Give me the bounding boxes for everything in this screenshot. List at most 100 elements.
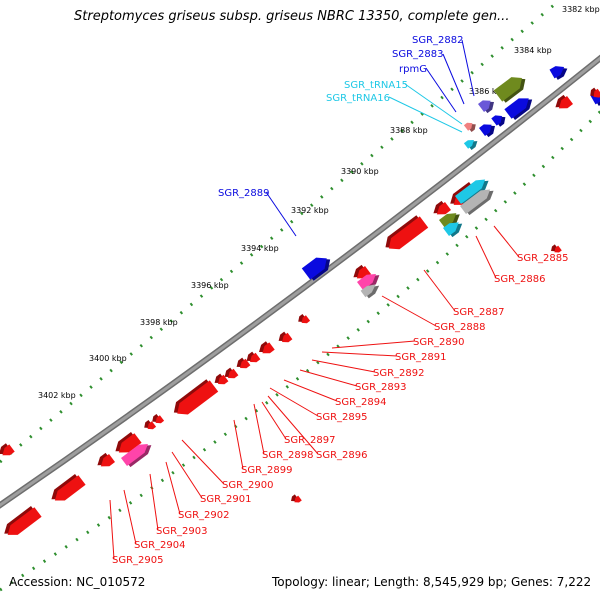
gene-label: SGR_2898 bbox=[262, 450, 314, 461]
tick-label: 3390 kbp bbox=[341, 167, 379, 176]
tick-label: 3388 kbp bbox=[390, 126, 428, 135]
gene-pink-2[interactable] bbox=[120, 439, 154, 469]
gene-label: SGR_2889 bbox=[218, 188, 270, 199]
gene-upper-blue-1-body bbox=[549, 66, 565, 79]
gene-red-23-body bbox=[2, 444, 15, 456]
gene-red-11[interactable] bbox=[234, 356, 251, 372]
gene-trna-2-body bbox=[463, 139, 474, 149]
gene-label: SGR_2904 bbox=[134, 540, 186, 551]
gene-pink-1[interactable] bbox=[356, 269, 382, 293]
gene-red-1-body bbox=[558, 96, 574, 109]
gene-sgr2889-body bbox=[301, 257, 327, 280]
gene-red-1[interactable] bbox=[552, 94, 574, 114]
label-leader-line bbox=[388, 96, 463, 133]
label-leader-line bbox=[165, 461, 181, 515]
gene-red-22-body bbox=[554, 245, 562, 253]
gene-grey-1[interactable] bbox=[459, 184, 497, 216]
gene-red-4[interactable] bbox=[430, 200, 452, 220]
inner-ring bbox=[0, 109, 600, 592]
gene-red-8-body bbox=[282, 332, 293, 343]
gene-label: SGR_2887 bbox=[453, 307, 505, 318]
gene-grey-2[interactable] bbox=[360, 280, 382, 300]
gene-label: SGR_2901 bbox=[200, 494, 252, 505]
gene-label: SGR_tRNA15 bbox=[344, 80, 408, 91]
gene-label: SGR_2893 bbox=[355, 382, 407, 393]
label-leader-line bbox=[265, 191, 297, 237]
gene-red-23[interactable] bbox=[0, 442, 15, 460]
label-leader-line bbox=[269, 387, 319, 417]
gene-red-22[interactable] bbox=[549, 243, 562, 256]
genome-backbone-highlight bbox=[0, 56, 600, 507]
gene-red-18-body bbox=[100, 454, 116, 467]
gene-label: SGR_2903 bbox=[156, 526, 208, 537]
gene-cyan-1-body bbox=[454, 179, 486, 204]
gene-red-11-body bbox=[240, 358, 251, 369]
gene-red-7[interactable] bbox=[296, 313, 311, 327]
gene-upper-purple[interactable] bbox=[477, 96, 497, 115]
gene-label: SGR_2888 bbox=[434, 322, 486, 333]
gene-red-19[interactable] bbox=[48, 473, 86, 507]
label-leader-line bbox=[423, 269, 456, 312]
tick-label: 3392 kbp bbox=[291, 206, 329, 215]
tick-label: 3382 kbp bbox=[562, 5, 600, 14]
gene-cyan-1[interactable] bbox=[454, 174, 492, 206]
gene-upper-blue-5[interactable] bbox=[491, 111, 508, 128]
accession-text: Accession: NC_010572 bbox=[9, 575, 146, 589]
gene-cyan-2[interactable] bbox=[442, 217, 465, 238]
label-leader-line bbox=[171, 451, 203, 499]
gene-label: SGR_2900 bbox=[222, 480, 274, 491]
gene-red-14[interactable] bbox=[170, 378, 219, 420]
label-leader-line bbox=[425, 67, 457, 113]
gene-red-20[interactable] bbox=[1, 505, 42, 541]
gene-grey-2-body bbox=[360, 284, 376, 298]
gene-grey-1-body bbox=[459, 189, 491, 214]
gene-label: rpmG bbox=[399, 64, 427, 75]
gene-label: SGR_2896 bbox=[316, 450, 368, 461]
gene-upper-blue-3[interactable] bbox=[504, 92, 535, 121]
gene-red-16[interactable] bbox=[142, 419, 157, 433]
gene-label: SGR_2890 bbox=[413, 337, 465, 348]
gene-red-18[interactable] bbox=[94, 452, 116, 472]
gene-trna-2[interactable] bbox=[463, 136, 480, 151]
gene-label: SGR_2899 bbox=[241, 465, 293, 476]
gene-red-9[interactable] bbox=[256, 340, 275, 358]
gene-upper-blue-3-body bbox=[504, 98, 529, 119]
gene-red-12-body bbox=[228, 368, 239, 379]
gene-upper-olive[interactable] bbox=[493, 71, 530, 104]
label-leader-line bbox=[109, 499, 115, 560]
gene-label: SGR_2891 bbox=[395, 352, 447, 363]
gene-trna-1[interactable] bbox=[463, 119, 478, 133]
label-leader-line bbox=[267, 395, 319, 455]
tick-label: 3396 kbp bbox=[191, 281, 229, 290]
tick-label: 3400 kbp bbox=[89, 354, 127, 363]
gene-trna-1-body bbox=[463, 122, 473, 131]
label-leader-line bbox=[475, 235, 497, 279]
gene-red-8[interactable] bbox=[276, 330, 293, 346]
gene-red-2[interactable] bbox=[588, 86, 600, 101]
gene-red-13[interactable] bbox=[212, 372, 229, 388]
gene-red-12[interactable] bbox=[222, 366, 239, 382]
gene-red-16-body bbox=[147, 421, 157, 430]
gene-label: SGR_tRNA16 bbox=[326, 93, 390, 104]
gene-red-5-body bbox=[388, 216, 429, 250]
label-leader-line bbox=[181, 439, 225, 485]
gene-red-10[interactable] bbox=[244, 350, 261, 366]
gene-label: SGR_2905 bbox=[112, 555, 164, 566]
label-leader-line bbox=[404, 83, 463, 125]
gene-red-17[interactable] bbox=[112, 431, 142, 459]
label-leader-line bbox=[149, 473, 159, 531]
gene-label: SGR_2902 bbox=[178, 510, 230, 521]
gene-red-21[interactable] bbox=[289, 493, 302, 506]
gene-red-5[interactable] bbox=[381, 214, 429, 255]
gene-label: SGR_2886 bbox=[494, 274, 546, 285]
gene-red-2-body bbox=[593, 88, 600, 98]
gene-upper-blue-4[interactable] bbox=[478, 120, 498, 139]
gene-upper-blue-1[interactable] bbox=[549, 62, 570, 81]
tick-label: 3402 kbp bbox=[38, 391, 76, 400]
gene-red-7-body bbox=[301, 315, 311, 324]
label-leader-line bbox=[493, 225, 520, 258]
gene-red-15[interactable] bbox=[150, 413, 165, 427]
gene-sgr2889[interactable] bbox=[301, 252, 335, 282]
